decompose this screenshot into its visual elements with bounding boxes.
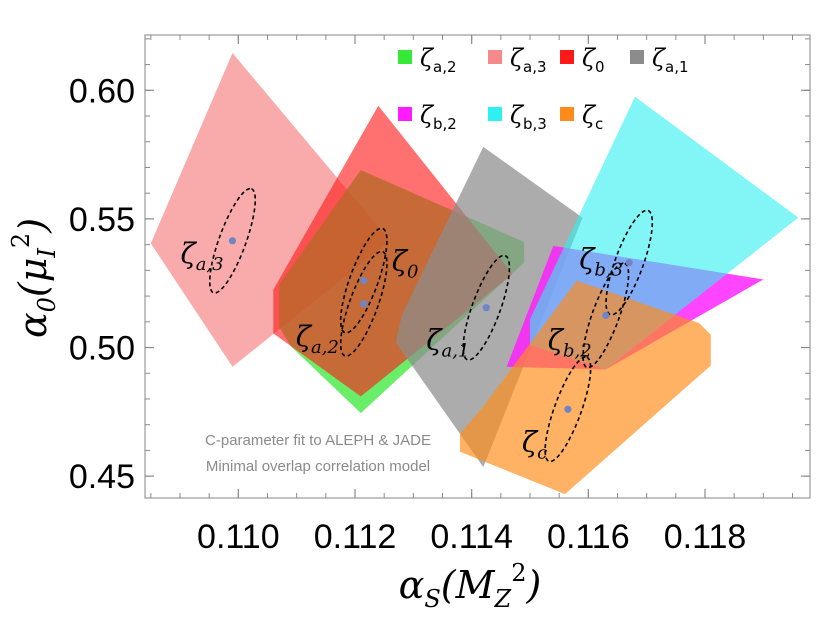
y-axis-label: α0(μI2) (7, 218, 61, 338)
legend-swatch-z0 (560, 50, 574, 64)
x-axis-title: αS(MZ2) (399, 559, 542, 613)
legend-item-zc: ζc (560, 101, 603, 133)
point-label-zc: ζc (522, 425, 547, 463)
point-a2 (360, 300, 368, 308)
legend-item-a3: ζa,3 (488, 44, 547, 76)
legend-swatch-b2 (398, 107, 412, 121)
point-label-a1: ζa,1 (426, 324, 469, 362)
point-a1 (482, 304, 490, 312)
point-labels-layer: ζa,3 ζa,2 ζ0 ζa,1 ζb,2 ζb,3 ζc (181, 237, 624, 464)
annotations: C-parameter fit to ALEPH & JADE Minimal o… (205, 432, 431, 475)
ellipse-a2 (339, 250, 388, 357)
point-label-z0: ζ0 (392, 245, 419, 283)
y-tick-label: 0.45 (69, 458, 135, 496)
legend-label-b2: ζb,2 (420, 101, 457, 133)
point-a3 (228, 237, 237, 245)
point-label-b2: ζb,2 (548, 323, 592, 361)
regions-layer (150, 53, 799, 495)
legend: ζa,2 ζa,3 ζ0 ζa,1 ζb,2 ζb,3 ζc (398, 44, 689, 133)
legend-swatch-zc (560, 107, 574, 121)
legend-item-b3: ζb,3 (488, 101, 547, 133)
legend-label-b3: ζb,3 (510, 101, 547, 133)
annotation-2: Minimal overlap correlation model (206, 458, 430, 475)
legend-swatch-b3 (488, 107, 502, 121)
legend-swatch-a3 (488, 50, 502, 64)
x-axis-label: αS(MZ2) (399, 559, 542, 613)
ellipse-zc (544, 356, 592, 463)
point-zc (564, 405, 572, 413)
ellipse-z0 (339, 227, 388, 334)
x-axis-ticks: 0.110 0.112 0.114 0.116 0.118 (150, 35, 793, 556)
legend-label-a1: ζa,1 (652, 44, 689, 76)
region-zc (460, 280, 711, 495)
legend-item-z0: ζ0 (560, 44, 605, 76)
legend-label-a2: ζa,2 (420, 44, 457, 76)
plot-frame (144, 34, 811, 499)
ellipse-b2 (582, 262, 630, 369)
x-tick-label: 0.114 (430, 518, 513, 556)
y-axis-title: α0(μI2) (7, 218, 61, 338)
point-label-a2: ζa,2 (296, 320, 339, 358)
ellipse-a3 (208, 187, 257, 294)
x-tick-label: 0.116 (547, 518, 630, 556)
point-label-a3: ζa,3 (181, 237, 224, 275)
point-b2 (602, 311, 610, 319)
legend-label-z0: ζ0 (582, 44, 605, 76)
annotation-1: C-parameter fit to ALEPH & JADE (205, 432, 431, 449)
x-tick-label: 0.110 (197, 518, 280, 556)
region-z0 (273, 105, 513, 397)
legend-item-a1: ζa,1 (630, 44, 689, 76)
y-axis-ticks: 0.45 0.50 0.55 0.60 (69, 38, 810, 496)
x-tick-label: 0.118 (664, 518, 747, 556)
y-tick-label: 0.60 (69, 72, 135, 110)
x-tick-label: 0.112 (314, 518, 397, 556)
legend-item-b2: ζb,2 (398, 101, 457, 133)
point-label-b3: ζb,3 (579, 243, 623, 281)
plot-border (144, 34, 811, 499)
points-layer (228, 237, 633, 413)
y-tick-label: 0.50 (69, 330, 135, 368)
ellipse-a1 (462, 254, 511, 361)
y-tick-label: 0.55 (69, 201, 135, 239)
legend-swatch-a1 (630, 50, 644, 64)
legend-item-a2: ζa,2 (398, 44, 457, 76)
legend-label-zc: ζc (582, 101, 603, 133)
point-b3 (625, 259, 633, 267)
legend-swatch-a2 (398, 50, 412, 64)
point-z0 (360, 277, 368, 285)
legend-label-a3: ζa,3 (510, 44, 547, 76)
